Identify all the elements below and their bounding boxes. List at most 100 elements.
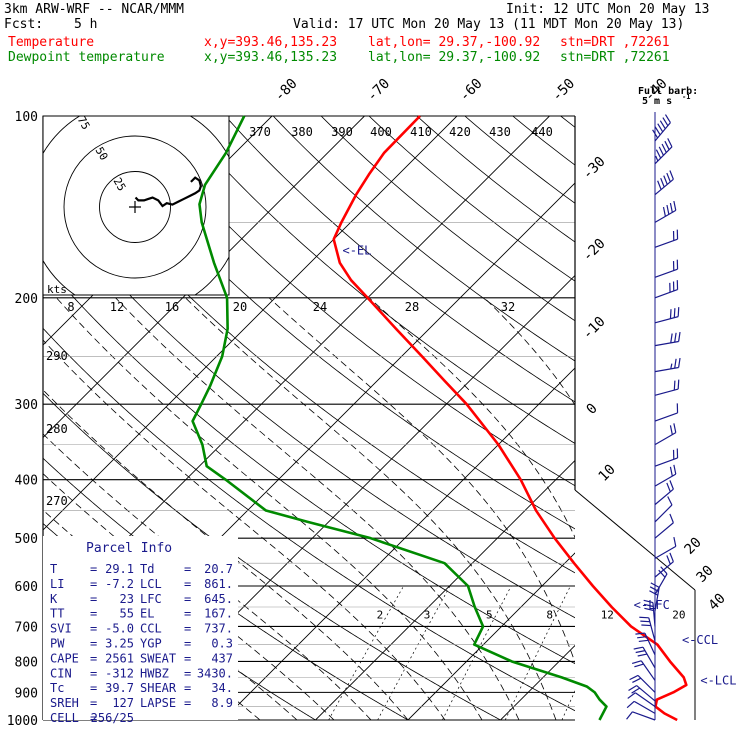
theta-top-label: 410	[410, 125, 432, 139]
isotherm-label: -80	[272, 76, 301, 105]
wind-barb	[635, 632, 656, 656]
moist-adiabat	[268, 297, 575, 664]
hodograph-trace	[134, 176, 202, 208]
valid-time: Valid: 17 UTC Mon 20 May 13 (11 MDT Mon …	[293, 17, 685, 32]
isotherm-label: 40	[706, 591, 729, 614]
wind-barb	[649, 582, 660, 612]
parcel-key: CCL	[140, 622, 162, 636]
theta-top-label: 440	[531, 125, 553, 139]
isotherm	[43, 116, 365, 439]
isotherm	[407, 552, 575, 720]
isotherm-label: 20	[682, 535, 705, 558]
bottom-scale-label: 16	[165, 300, 179, 314]
wind-barb	[654, 403, 679, 422]
wind-barb	[654, 170, 674, 196]
parcel-equals: =	[184, 696, 191, 710]
wind-barb	[643, 599, 656, 627]
bottom-scale-label: 20	[233, 300, 247, 314]
wind-barb	[654, 448, 679, 467]
theta-left-label: 290	[46, 349, 68, 363]
wind-barb	[626, 700, 656, 714]
parcel-value: -312	[105, 666, 134, 680]
level-marker: <-LFC	[634, 598, 670, 612]
parcel-key: CIN	[50, 666, 72, 680]
hodograph-units-label: kts	[47, 283, 67, 296]
isotherm-label: -30	[580, 154, 609, 183]
isotherm	[593, 116, 740, 720]
isotherm-label: 30	[694, 563, 717, 586]
bottom-scale-label: 32	[501, 300, 515, 314]
parcel-equals: =	[184, 592, 191, 606]
parcel-equals: =	[90, 711, 97, 725]
dry-adiabat	[512, 116, 575, 166]
parcel-equals: =	[184, 607, 191, 621]
pressure-label: 500	[15, 532, 38, 547]
parcel-value: 29.1	[105, 562, 134, 576]
wind-barb	[654, 513, 674, 539]
barb-legend-title: Full barb:	[638, 86, 698, 97]
parcel-equals: =	[90, 562, 97, 576]
theta-top-label: 380	[291, 125, 313, 139]
parcel-equals: =	[90, 592, 97, 606]
moist-adiabat	[706, 298, 740, 720]
parcel-key: K	[50, 592, 58, 606]
parcel-equals: =	[184, 651, 191, 665]
pressure-label: 400	[15, 474, 38, 489]
parcel-value: 3430.	[197, 666, 233, 680]
temperature-legend-label: Temperature	[8, 35, 95, 50]
barb-legend-superscript: -1	[682, 93, 690, 101]
parcel-value: 23	[120, 592, 134, 606]
wind-barb	[627, 692, 656, 708]
parcel-value: 0.3	[211, 637, 233, 651]
pressure-label: 200	[15, 292, 38, 307]
isotherm-label: -50	[549, 76, 578, 105]
parcel-equals: =	[90, 637, 97, 651]
parcel-value: 645.	[204, 592, 233, 606]
parcel-key: CELL	[50, 711, 79, 725]
parcel-equals: =	[90, 666, 97, 680]
parcel-equals: =	[90, 577, 97, 591]
parcel-equals: =	[90, 622, 97, 636]
dry-adiabat	[609, 116, 740, 720]
wind-barb	[654, 259, 679, 278]
dewpoint-profile	[191, 115, 608, 721]
theta-top-label: 390	[331, 125, 353, 139]
pressure-label: 700	[15, 620, 38, 635]
theta-left-label: 270	[46, 494, 68, 508]
wind-barb	[628, 685, 656, 702]
parcel-info-box	[43, 536, 238, 720]
mixing-ratio-label: 20	[672, 608, 685, 621]
wind-barb	[654, 307, 680, 324]
parcel-key: Tc	[50, 681, 64, 695]
wind-barb	[654, 358, 681, 373]
level-marker: <-LCL	[700, 674, 736, 688]
wind-barb	[654, 536, 677, 559]
theta-top-label: 370	[249, 125, 271, 139]
dewpoint-legend-station: stn=DRT ,72261	[560, 50, 670, 65]
parcel-info-title: Parcel Info	[86, 541, 172, 556]
parcel-key: SHEAR	[140, 681, 177, 695]
mixing-ratio-label: 8	[546, 608, 553, 621]
isotherm	[500, 644, 575, 720]
parcel-value: 39.7	[105, 681, 134, 695]
temperature-legend-xy: x,y=393.46,135.23	[204, 35, 338, 50]
wind-barb	[633, 646, 656, 669]
isotherm-label: -20	[580, 236, 609, 265]
parcel-equals: =	[184, 622, 191, 636]
parcel-key: TT	[50, 607, 64, 621]
hodograph-ring-label: 50	[93, 145, 111, 163]
wind-barb	[654, 229, 679, 248]
mixing-ratio-line	[442, 585, 512, 720]
theta-top-label: 430	[489, 125, 511, 139]
parcel-key: HWBZ	[140, 666, 169, 680]
mixing-ratio-label: 5	[486, 608, 493, 621]
wind-barb	[654, 496, 673, 523]
parcel-key: PW	[50, 637, 65, 651]
init-time: Init: 12 UTC Mon 20 May 13	[506, 2, 710, 17]
parcel-key: T	[50, 562, 57, 576]
isotherm	[315, 459, 575, 720]
mixing-ratio-line	[328, 585, 404, 720]
parcel-value: 167.	[204, 607, 233, 621]
pressure-label: 900	[15, 686, 38, 701]
mixing-ratio-label: 12	[601, 608, 614, 621]
